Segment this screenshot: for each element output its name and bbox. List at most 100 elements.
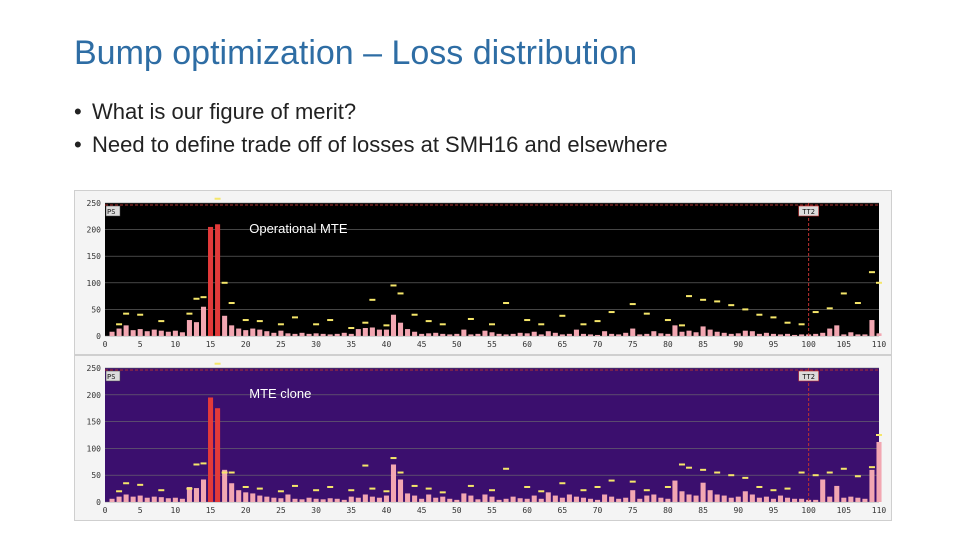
threshold-mark xyxy=(608,479,615,482)
loss-bar xyxy=(792,334,798,336)
loss-bar xyxy=(489,332,495,336)
y-tick-label: 250 xyxy=(87,199,102,208)
loss-bar xyxy=(454,333,460,336)
threshold-mark xyxy=(538,323,545,326)
loss-bar xyxy=(834,485,840,502)
threshold-mark xyxy=(369,487,376,490)
loss-bar xyxy=(517,332,523,336)
loss-bar xyxy=(609,333,615,336)
loss-bar xyxy=(482,330,488,336)
bullet-symbol: • xyxy=(74,132,82,157)
threshold-mark xyxy=(854,302,861,305)
loss-bar xyxy=(742,330,748,336)
loss-bar xyxy=(327,498,333,502)
loss-bar xyxy=(215,224,221,336)
x-tick-label: 5 xyxy=(138,506,143,515)
loss-bar xyxy=(707,329,713,336)
threshold-mark xyxy=(594,320,601,323)
x-tick-label: 55 xyxy=(487,506,497,515)
threshold-mark xyxy=(214,197,221,200)
y-tick-label: 150 xyxy=(87,418,102,427)
loss-bar xyxy=(799,498,805,502)
loss-bar xyxy=(250,493,256,502)
loss-bar xyxy=(770,498,776,502)
loss-bar xyxy=(250,328,256,336)
loss-bar xyxy=(510,333,516,336)
threshold-mark xyxy=(137,483,144,486)
bottom-loss-chart-panel: 0 50 100 150 200 250 0 5 10 15 20 25 30 35 40 45 50 55 60 6… xyxy=(74,355,892,521)
x-tick-label: 45 xyxy=(417,506,427,515)
loss-bar xyxy=(700,482,706,502)
plot-area xyxy=(105,203,879,336)
loss-bar xyxy=(390,314,397,336)
loss-bar xyxy=(559,334,565,336)
loss-bar xyxy=(306,497,312,502)
x-tick-label: 0 xyxy=(103,340,108,349)
loss-bar xyxy=(531,331,537,336)
loss-bar xyxy=(151,329,157,336)
x-tick-label: 110 xyxy=(872,340,887,349)
y-tick-label: 250 xyxy=(87,364,102,373)
x-tick-label: 10 xyxy=(171,506,181,515)
x-tick-label: 45 xyxy=(417,340,427,349)
threshold-mark xyxy=(228,471,235,474)
threshold-mark xyxy=(228,302,235,305)
loss-bar xyxy=(264,331,270,336)
loss-bar xyxy=(278,498,284,502)
y-tick-label: 50 xyxy=(91,305,101,314)
loss-bar xyxy=(763,496,769,502)
loss-bar xyxy=(151,496,157,502)
x-tick-label: 15 xyxy=(206,506,216,515)
threshold-mark xyxy=(798,471,805,474)
loss-bar xyxy=(510,496,516,502)
loss-bar xyxy=(848,332,854,336)
threshold-mark xyxy=(137,313,144,316)
threshold-mark xyxy=(784,321,791,324)
threshold-mark xyxy=(116,490,123,493)
loss-bar xyxy=(327,334,333,336)
x-tick-label: 60 xyxy=(522,340,532,349)
loss-bar xyxy=(320,333,326,336)
loss-bar xyxy=(524,498,530,502)
threshold-mark xyxy=(425,487,432,490)
loss-bar xyxy=(756,497,762,502)
y-tick-label: 50 xyxy=(91,471,101,480)
loss-bar xyxy=(355,329,361,336)
y-tick-label: 0 xyxy=(96,498,101,507)
threshold-mark xyxy=(242,319,249,322)
threshold-mark xyxy=(425,320,432,323)
loss-bar xyxy=(130,496,136,502)
loss-bar xyxy=(461,329,467,336)
threshold-mark xyxy=(700,468,707,471)
loss-bar xyxy=(693,332,699,336)
loss-bar xyxy=(651,331,657,336)
threshold-mark xyxy=(291,316,298,319)
loss-bar xyxy=(799,334,805,336)
threshold-mark xyxy=(580,323,587,326)
x-tick-label: 40 xyxy=(382,340,392,349)
loss-bar xyxy=(179,498,185,502)
loss-bar xyxy=(827,328,833,336)
loss-bar xyxy=(419,333,425,336)
loss-bar xyxy=(784,497,791,502)
loss-bar xyxy=(292,498,298,502)
loss-bar xyxy=(313,498,319,502)
threshold-mark xyxy=(798,323,805,326)
loss-bar xyxy=(876,441,882,502)
loss-bar xyxy=(236,328,242,336)
loss-bar xyxy=(200,306,207,336)
loss-bar xyxy=(278,330,284,336)
x-tick-label: 25 xyxy=(276,340,286,349)
x-tick-label: 10 xyxy=(171,340,181,349)
threshold-mark xyxy=(397,471,404,474)
threshold-mark xyxy=(608,311,615,314)
loss-bar xyxy=(517,498,523,502)
loss-bar xyxy=(503,498,509,502)
threshold-mark xyxy=(559,314,566,317)
loss-bar xyxy=(524,333,530,336)
loss-bar xyxy=(222,315,228,336)
threshold-mark xyxy=(116,323,123,326)
loss-bar xyxy=(222,469,228,502)
x-tick-label: 90 xyxy=(733,506,743,515)
loss-bar xyxy=(475,333,481,336)
